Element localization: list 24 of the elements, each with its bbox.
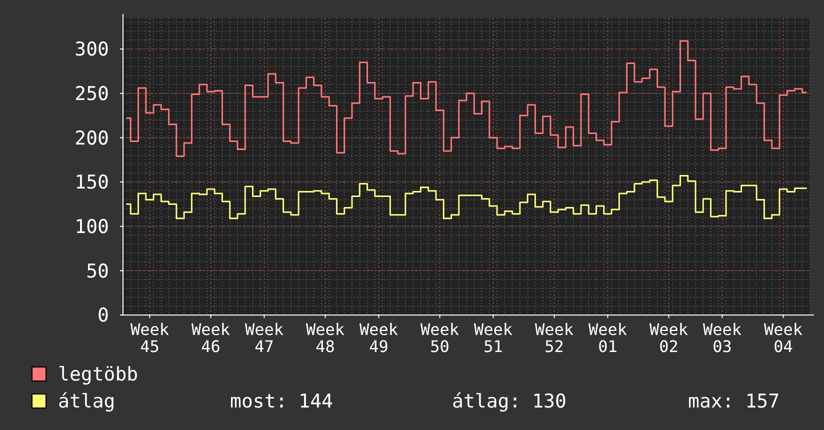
x-tick-label: Week 51 xyxy=(474,320,513,356)
x-tick-label: Week 49 xyxy=(359,320,398,356)
x-tick-label: Week 46 xyxy=(192,320,230,356)
legend-label: legtöbb xyxy=(58,364,138,386)
x-tick-label: Week 04 xyxy=(764,320,803,356)
x-tick-label: Week 48 xyxy=(306,320,345,356)
y-tick-label: 50 xyxy=(86,260,109,282)
x-tick-label: Week 50 xyxy=(420,320,460,356)
x-tick-label: Week 03 xyxy=(702,320,742,356)
y-tick-label: 0 xyxy=(98,304,109,327)
y-tick-label: 250 xyxy=(74,83,109,106)
x-tick-label: Week 47 xyxy=(244,320,284,356)
legend-label: átlag xyxy=(58,390,116,413)
text: átlag: 130 xyxy=(452,390,566,413)
y-tick-label: 150 xyxy=(74,172,109,194)
text: max: 157 xyxy=(688,390,780,413)
x-tick-label: Week 45 xyxy=(130,320,170,356)
x-tick-label: Week 52 xyxy=(535,320,574,356)
y-tick-label: 100 xyxy=(74,216,109,238)
x-tick-label: Week 02 xyxy=(650,320,688,356)
y-tick-label: 300 xyxy=(74,38,109,61)
text: most: 144 xyxy=(230,390,333,413)
x-tick-label: Week 01 xyxy=(588,320,628,356)
y-tick-label: 200 xyxy=(74,127,109,150)
